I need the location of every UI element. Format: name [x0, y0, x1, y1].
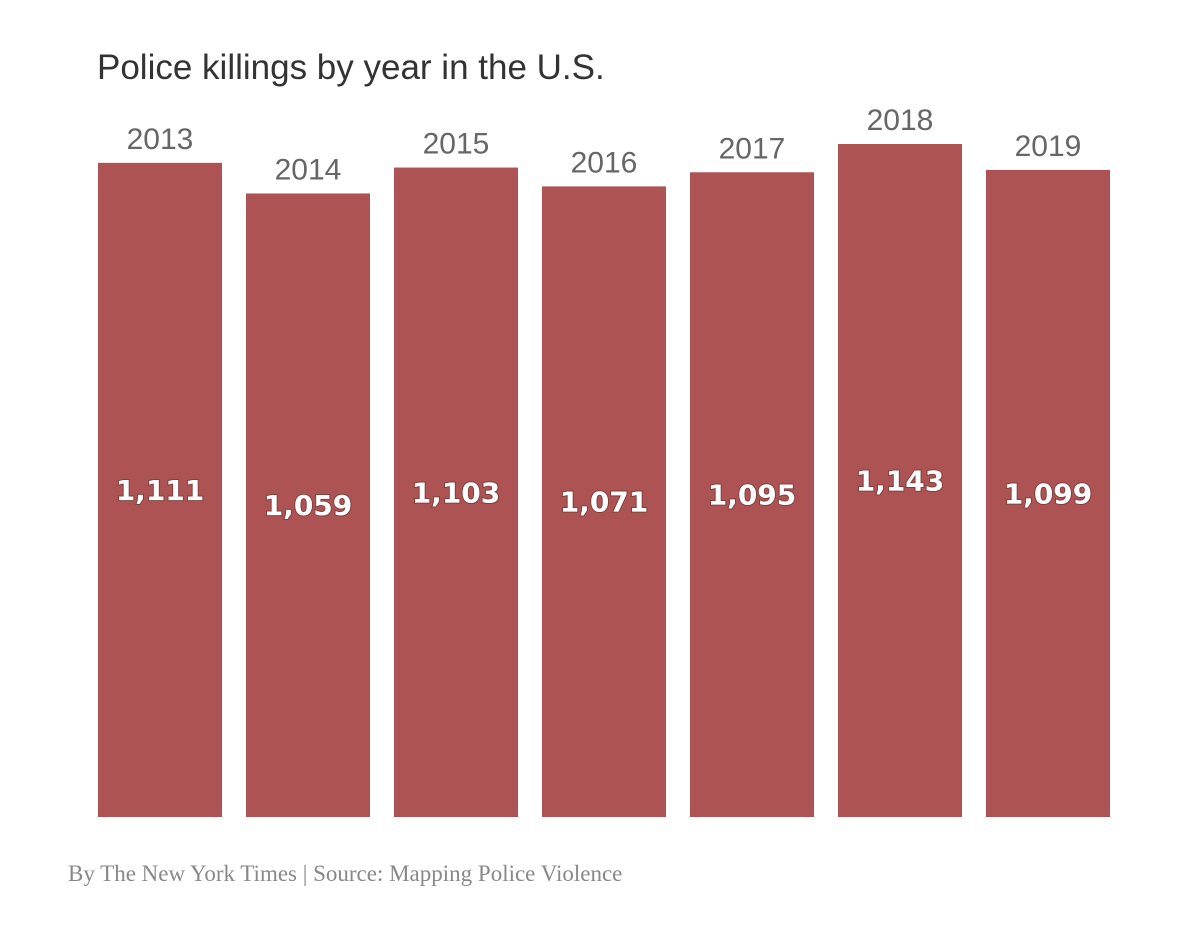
value-label: 1,059 [264, 489, 353, 522]
category-label: 2014 [275, 153, 342, 186]
category-label: 2013 [127, 123, 194, 156]
bar-2017 [690, 172, 814, 818]
value-label: 1,099 [1004, 477, 1093, 510]
bar-2014 [246, 193, 370, 817]
bars-group: 2013 1,111 2014 1,059 2015 1,103 2016 1,071 2017… [98, 104, 1110, 818]
value-label: 1,111 [116, 474, 205, 507]
category-label: 2018 [867, 104, 934, 137]
value-label: 1,143 [856, 465, 945, 498]
category-label: 2017 [719, 132, 786, 165]
bar-2015 [394, 167, 518, 817]
chart-title: Police killings by year in the U.S. [97, 48, 605, 87]
bar-2016 [542, 186, 666, 818]
category-label: 2015 [423, 128, 490, 161]
category-label: 2016 [571, 146, 638, 179]
category-label: 2019 [1015, 130, 1082, 163]
value-label: 1,095 [708, 479, 797, 512]
value-label: 1,103 [412, 476, 501, 509]
bar-2018 [838, 144, 962, 817]
bar-2013 [98, 162, 222, 817]
value-label: 1,071 [560, 486, 649, 519]
chart-credit: By The New York Times | Source: Mapping … [68, 861, 622, 886]
bar-2019 [986, 169, 1110, 818]
